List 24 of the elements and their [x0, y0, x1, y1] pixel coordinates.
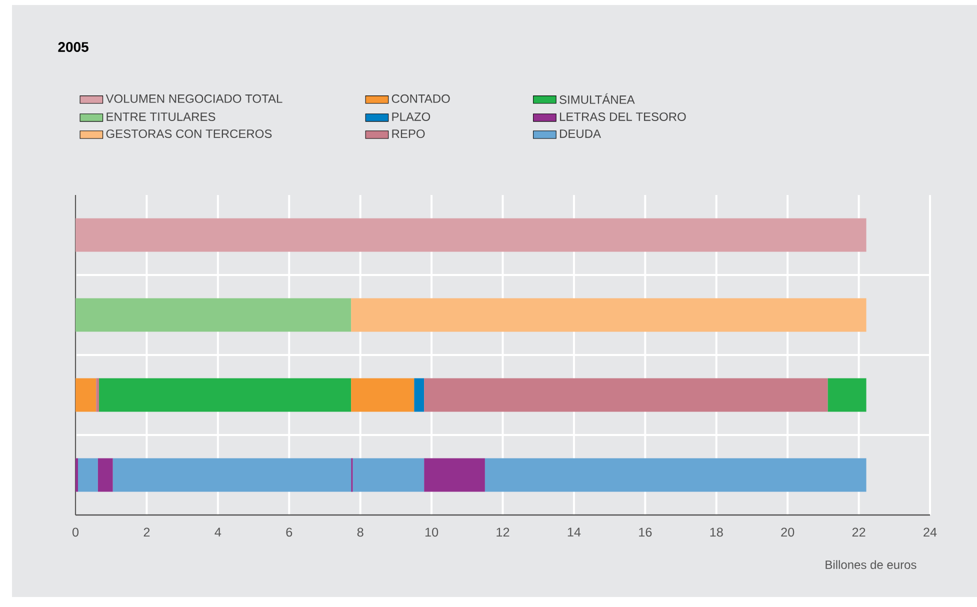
legend-label: GESTORAS CON TERCEROS	[106, 130, 272, 138]
legend-label: ENTRE TITULARES	[106, 112, 216, 121]
x-tick-label: 8	[357, 528, 364, 537]
legend-label: VOLUMEN NEGOCIADO TOTAL	[106, 94, 282, 103]
legend-label: PLAZO	[392, 112, 430, 121]
x-tick-label: 4	[214, 528, 222, 536]
x-tick-label: 2	[144, 528, 150, 537]
legend-label: DEUDA	[560, 130, 601, 138]
x-tick-label: 10	[425, 528, 438, 537]
x-tick-label: 24	[924, 528, 937, 537]
x-tick-label: 0	[72, 528, 79, 537]
x-tick-label: 14	[568, 528, 581, 536]
x-axis-title: Billones de euros	[826, 560, 916, 570]
legend-label: LETRAS DEL TESORO	[560, 112, 686, 121]
x-tick-label: 18	[710, 528, 723, 537]
x-tick-label: 22	[852, 528, 866, 537]
x-tick-label: 12	[496, 528, 510, 537]
x-tick-label: 16	[639, 528, 652, 537]
legend-label: SIMULTÁNEA	[560, 93, 635, 104]
legend-label: REPO	[392, 130, 425, 138]
chart-title: 2005	[58, 42, 88, 52]
legend-label: CONTADO	[392, 94, 450, 103]
x-tick-label: 6	[286, 528, 292, 537]
x-tick-label: 20	[781, 528, 794, 537]
